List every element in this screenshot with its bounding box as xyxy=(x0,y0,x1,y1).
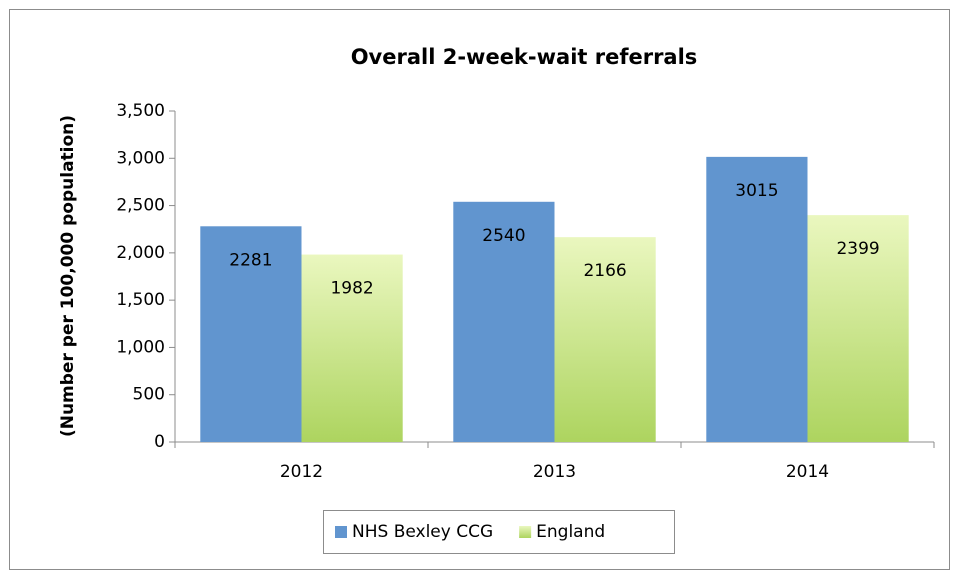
y-tick-label: 0 xyxy=(154,432,165,452)
data-label: 2540 xyxy=(482,226,525,246)
y-tick-label: 1,000 xyxy=(116,337,165,357)
data-label: 2281 xyxy=(229,250,272,270)
bar xyxy=(807,215,909,442)
data-label: 2166 xyxy=(583,261,626,281)
y-tick-label: 2,000 xyxy=(116,243,165,263)
legend-swatch xyxy=(335,526,347,538)
y-tick-label: 3,500 xyxy=(116,101,165,121)
y-tick-label: 2,500 xyxy=(116,196,165,216)
legend-box xyxy=(323,510,675,554)
y-axis-title: (Number per 100,000 population) xyxy=(58,115,78,437)
bar xyxy=(453,201,555,442)
bar xyxy=(200,226,302,442)
data-label: 3015 xyxy=(735,181,778,201)
bar xyxy=(554,237,656,442)
bar xyxy=(706,156,808,443)
legend-swatch xyxy=(519,526,532,538)
data-label: 1982 xyxy=(330,279,373,299)
bar xyxy=(301,254,403,442)
x-tick-label: 2013 xyxy=(533,462,576,482)
legend-label: England xyxy=(536,522,605,542)
y-tick-label: 1,500 xyxy=(116,290,165,310)
chart-title: Overall 2-week-wait referrals xyxy=(351,45,698,69)
y-tick-label: 500 xyxy=(133,385,165,405)
x-tick-label: 2014 xyxy=(786,462,829,482)
y-tick-label: 3,000 xyxy=(116,148,165,168)
x-tick-label: 2012 xyxy=(280,462,323,482)
legend-label: NHS Bexley CCG xyxy=(352,522,493,542)
data-label: 2399 xyxy=(836,239,879,259)
